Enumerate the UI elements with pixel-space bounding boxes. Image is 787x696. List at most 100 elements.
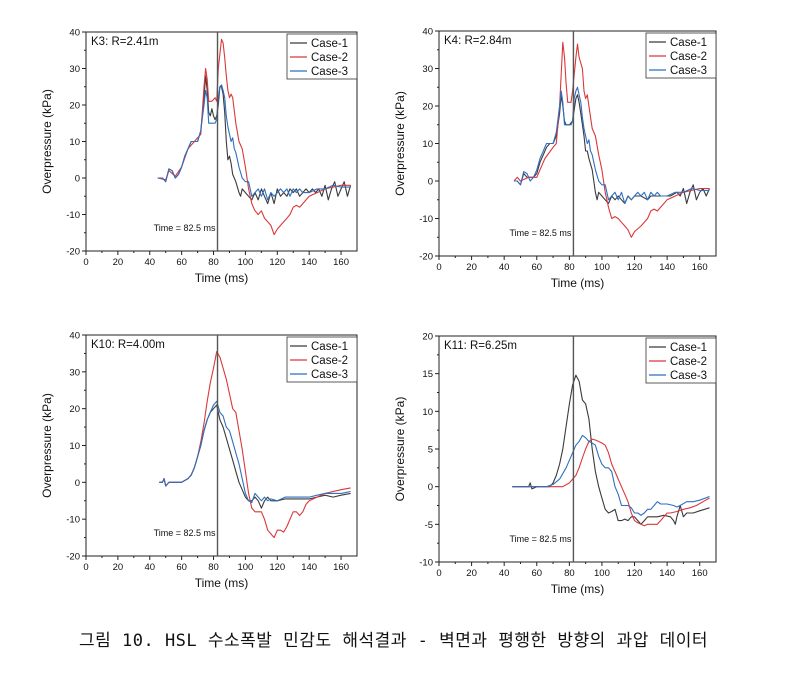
x-tick-label: 60 <box>176 257 187 268</box>
x-tick-label: 100 <box>237 562 253 573</box>
y-tick-label: -20 <box>66 552 80 563</box>
y-tick-label: -10 <box>66 515 80 526</box>
y-tick-label: 40 <box>69 28 80 39</box>
y-tick-label: 15 <box>422 369 433 380</box>
series-line-case-2 <box>157 38 351 236</box>
series-line-case-1 <box>512 374 710 525</box>
x-tick-label: 20 <box>466 568 477 579</box>
y-tick-label: 10 <box>422 407 433 418</box>
panel-title: K10: R=4.00m <box>91 339 165 351</box>
legend-label: Case-3 <box>311 66 348 78</box>
legend-label: Case-1 <box>670 342 707 354</box>
y-tick-label: -10 <box>66 210 80 221</box>
x-tick-label: 60 <box>176 562 187 573</box>
legend-label: Case-3 <box>311 369 348 381</box>
y-tick-label: 10 <box>69 441 80 452</box>
x-tick-label: 140 <box>659 262 675 273</box>
x-tick-label: 140 <box>659 568 675 579</box>
x-tick-label: 100 <box>594 262 610 273</box>
x-tick-label: 100 <box>594 568 610 579</box>
x-tick-label: 80 <box>564 568 575 579</box>
x-tick-label: 160 <box>692 262 708 273</box>
x-tick-label: 0 <box>83 562 88 573</box>
x-axis-label: Time (ms) <box>195 271 249 285</box>
series-line-case-3 <box>159 400 351 504</box>
series-line-case-3 <box>514 86 710 205</box>
y-tick-label: 30 <box>422 64 433 75</box>
time-marker-label: Time = 82.5 ms <box>154 223 216 233</box>
y-tick-label: 20 <box>422 332 433 343</box>
y-tick-label: 20 <box>69 404 80 415</box>
x-tick-label: 160 <box>692 568 708 579</box>
x-tick-label: 160 <box>333 562 349 573</box>
x-tick-label: 40 <box>144 562 155 573</box>
x-tick-label: 40 <box>499 262 510 273</box>
y-tick-label: 40 <box>69 331 80 342</box>
y-tick-label: -5 <box>425 520 433 531</box>
y-axis-label: Overpressure (kPa) <box>393 91 407 196</box>
x-axis-label: Time (ms) <box>551 276 605 290</box>
legend-label: Case-1 <box>670 37 707 49</box>
x-tick-label: 20 <box>113 257 124 268</box>
x-tick-label: 0 <box>436 568 441 579</box>
x-tick-label: 160 <box>333 257 349 268</box>
y-tick-label: 40 <box>422 27 433 38</box>
y-tick-label: 20 <box>422 102 433 113</box>
x-tick-label: 60 <box>531 568 542 579</box>
x-tick-label: 140 <box>301 562 317 573</box>
y-tick-label: -10 <box>419 214 433 225</box>
legend-label: Case-2 <box>311 52 348 64</box>
y-tick-label: 0 <box>75 478 80 489</box>
chart-panel: 0 20 40 60 80 100 120 140 160 -10 -5 0 5 10 15 20 Time (… <box>393 332 717 596</box>
y-tick-label: 0 <box>428 482 433 493</box>
x-tick-label: 0 <box>436 262 441 273</box>
y-axis-label: Overpressure (kPa) <box>40 89 54 194</box>
x-tick-label: 120 <box>627 568 643 579</box>
x-tick-label: 0 <box>83 257 88 268</box>
y-axis-label: Overpressure (kPa) <box>40 393 54 498</box>
y-axis-label: Overpressure (kPa) <box>393 397 407 502</box>
figure-caption: 그림 10. HSL 수소폭발 민감도 해석결과 - 벽면과 평행한 방향의 과… <box>78 631 708 651</box>
x-tick-label: 60 <box>531 262 542 273</box>
series-line-case-3 <box>512 434 710 516</box>
x-tick-label: 120 <box>269 562 285 573</box>
x-axis-label: Time (ms) <box>195 576 249 590</box>
x-tick-label: 80 <box>208 257 219 268</box>
y-tick-label: 20 <box>69 101 80 112</box>
x-tick-label: 40 <box>144 257 155 268</box>
y-tick-label: 10 <box>69 137 80 148</box>
x-tick-label: 20 <box>466 262 477 273</box>
y-tick-label: -20 <box>66 247 80 258</box>
series-line-case-3 <box>157 84 351 201</box>
y-tick-label: 0 <box>428 177 433 188</box>
legend-label: Case-3 <box>670 65 707 77</box>
chart-panel: 0 20 40 60 80 100 120 140 160 -20 -10 0 10 20 30 40 Time… <box>393 27 717 290</box>
legend-label: Case-2 <box>311 355 348 367</box>
x-tick-label: 120 <box>269 257 285 268</box>
time-marker-label: Time = 82.5 ms <box>154 528 216 538</box>
x-axis-label: Time (ms) <box>551 582 605 596</box>
x-tick-label: 40 <box>499 568 510 579</box>
x-tick-label: 100 <box>237 257 253 268</box>
series-line-case-2 <box>513 41 710 238</box>
legend-label: Case-3 <box>670 370 707 382</box>
x-tick-label: 20 <box>113 562 124 573</box>
y-tick-label: 30 <box>69 367 80 378</box>
time-marker-label: Time = 82.5 ms <box>509 534 571 544</box>
y-tick-label: 30 <box>69 64 80 75</box>
panel-title: K3: R=2.41m <box>91 36 158 48</box>
legend-label: Case-1 <box>311 341 348 353</box>
series-line-case-1 <box>159 404 351 509</box>
series-line-case-1 <box>514 94 711 205</box>
y-tick-label: -20 <box>419 252 433 263</box>
series-line-case-2 <box>512 438 710 527</box>
y-tick-label: 10 <box>422 139 433 150</box>
panel-title: K4: R=2.84m <box>444 35 511 47</box>
x-tick-label: 80 <box>208 562 219 573</box>
y-tick-label: -10 <box>419 558 433 569</box>
y-tick-label: 5 <box>428 445 433 456</box>
legend-label: Case-2 <box>670 51 707 63</box>
chart-panel: 0 20 40 60 80 100 120 140 160 -20 -10 0 10 20 30 40 Time… <box>40 28 358 285</box>
